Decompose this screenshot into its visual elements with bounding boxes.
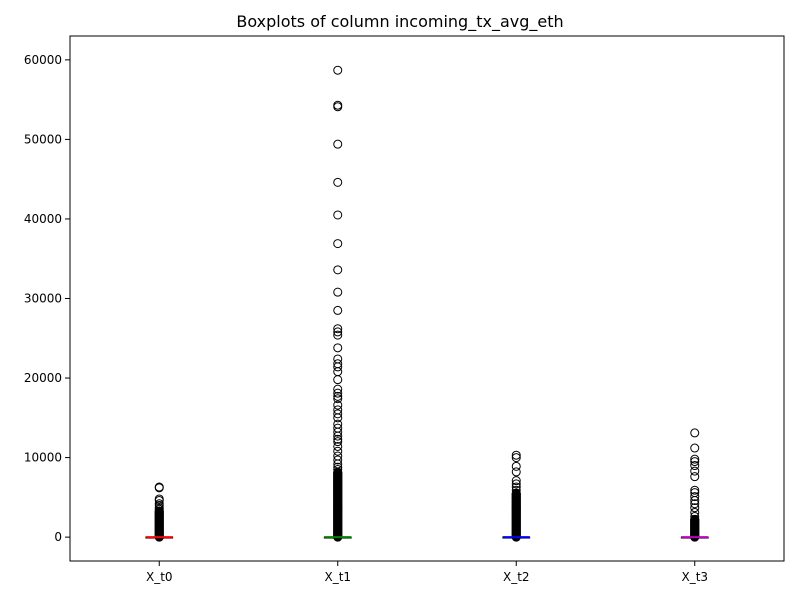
outlier-point: [690, 472, 700, 482]
boxes-layer: [145, 536, 709, 539]
outlier-point: [690, 507, 700, 517]
outlier-point: [333, 437, 343, 447]
outlier-point: [690, 466, 700, 476]
outlier-point: [333, 375, 343, 385]
outliers-X_t2: [511, 450, 521, 542]
outlier-point: [333, 441, 343, 451]
outlier-point: [333, 394, 343, 404]
chart-title: Boxplots of column incoming_tx_avg_eth: [236, 12, 564, 31]
x-tick-label: X_t2: [503, 570, 530, 584]
outlier-point: [333, 210, 343, 220]
outlier-point: [333, 391, 343, 401]
outlier-point: [333, 100, 343, 110]
outlier-point: [511, 450, 521, 460]
box-X_t3: [680, 536, 709, 539]
outlier-point: [333, 388, 343, 398]
outliers-X_t0: [154, 482, 164, 542]
outlier-point: [333, 354, 343, 364]
outlier-point: [690, 461, 700, 471]
outlier-point: [511, 479, 521, 489]
plot-frame: [69, 35, 785, 562]
outlier-point: [511, 461, 521, 471]
x-tick-label: X_t0: [146, 570, 173, 584]
outlier-point: [333, 177, 343, 187]
outlier-point: [511, 467, 521, 477]
outlier-point: [690, 514, 700, 524]
outlier-point: [511, 485, 521, 495]
y-tick-label: 10000: [24, 451, 62, 465]
outlier-point: [333, 359, 343, 369]
outlier-point: [333, 330, 343, 340]
outlier-point: [511, 488, 521, 498]
outlier-point: [333, 405, 343, 415]
outlier-point: [333, 455, 343, 465]
y-tick-label: 30000: [24, 292, 62, 306]
y-tick-label: 20000: [24, 371, 62, 385]
outlier-point: [333, 65, 343, 75]
outlier-point: [333, 434, 343, 444]
outlier-point: [154, 503, 164, 513]
outlier-point: [333, 465, 343, 475]
outlier-point: [333, 462, 343, 472]
outlier-point: [333, 287, 343, 297]
outlier-point: [690, 443, 700, 453]
outlier-point: [511, 482, 521, 492]
outlier-point: [154, 494, 164, 504]
outliers-layer: [154, 65, 700, 542]
outlier-point: [333, 419, 343, 429]
outlier-point: [154, 499, 164, 509]
box-X_t1: [323, 536, 352, 539]
outlier-point: [333, 265, 343, 275]
outlier-point: [333, 305, 343, 315]
outlier-point: [690, 492, 700, 502]
outlier-point: [690, 499, 700, 509]
outlier-point: [333, 400, 343, 410]
outlier-point: [690, 454, 700, 464]
outlier-point: [690, 428, 700, 438]
y-tick-label: 40000: [24, 212, 62, 226]
outlier-point: [690, 488, 700, 498]
axes-layer: 0 10000 20000 30000 40000 50000 60000 X_t0 X_t1 X…: [24, 35, 785, 584]
outlier-point: [333, 324, 343, 334]
outlier-point: [333, 367, 343, 377]
outliers-X_t1: [333, 65, 343, 542]
outlier-point: [333, 446, 343, 456]
outlier-point: [690, 485, 700, 495]
box-X_t0: [145, 536, 174, 539]
outlier-point: [690, 511, 700, 521]
outlier-point: [333, 409, 343, 419]
outlier-point: [333, 139, 343, 149]
x-tick-label: X_t1: [324, 570, 351, 584]
y-tick-label: 60000: [24, 53, 62, 67]
outlier-point: [333, 327, 343, 337]
outlier-point: [333, 423, 343, 433]
y-tick-label: 0: [54, 530, 62, 544]
outlier-point: [690, 457, 700, 467]
outlier-point: [333, 343, 343, 353]
x-tick-label: X_t3: [681, 570, 708, 584]
outlier-point: [690, 503, 700, 513]
outliers-X_t3: [690, 428, 700, 542]
box-X_t2: [502, 536, 531, 539]
outlier-point: [333, 384, 343, 394]
outlier-point: [511, 476, 521, 486]
outlier-point: [511, 453, 521, 463]
outlier-point: [333, 451, 343, 461]
outlier-point: [333, 239, 343, 249]
outlier-point: [154, 482, 164, 492]
y-tick-label: 50000: [24, 132, 62, 146]
